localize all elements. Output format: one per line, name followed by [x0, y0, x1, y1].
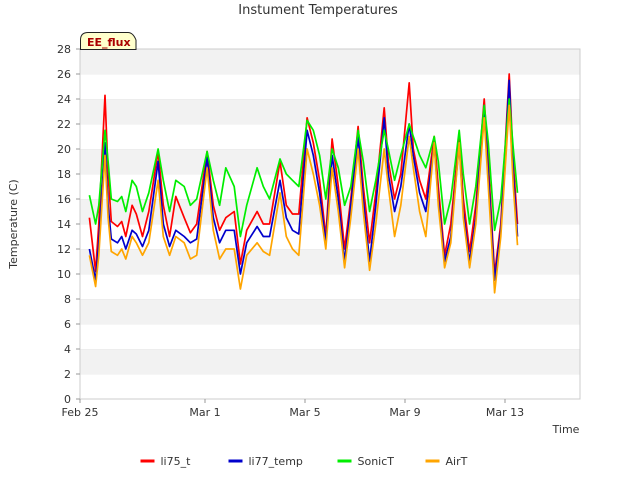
x-tick-label: Mar 1	[189, 406, 220, 419]
series-line-airt	[88, 104, 519, 294]
y-tick-label: 16	[57, 193, 71, 206]
series-lines	[88, 73, 519, 294]
y-tick-label: 2	[64, 368, 71, 381]
grid-band	[80, 324, 580, 349]
legend: li75_t li77_temp SonicT AirT	[140, 455, 468, 468]
y-tick-label: 12	[57, 243, 71, 256]
series-line-li75-t	[88, 73, 519, 275]
grid-band	[80, 124, 580, 149]
grid-band	[80, 274, 580, 299]
x-tick-label: Mar 5	[289, 406, 320, 419]
x-tick-label: Feb 25	[62, 406, 99, 419]
series-line-sonict	[88, 98, 519, 238]
grid-band	[80, 349, 580, 374]
x-tick-label: Mar 9	[389, 406, 420, 419]
y-tick-label: 26	[57, 68, 71, 81]
grid-band	[80, 374, 580, 399]
series-line-li77-temp	[88, 79, 519, 282]
y-tick-label: 8	[64, 293, 71, 306]
grid-band	[80, 249, 580, 274]
legend-label-li75-t: li75_t	[161, 455, 192, 468]
y-tick-label: 20	[57, 143, 71, 156]
y-tick-label: 10	[57, 268, 71, 281]
y-tick-label: 22	[57, 118, 71, 131]
y-tick-label: 28	[57, 43, 71, 56]
y-tick-label: 6	[64, 318, 71, 331]
y-tick-label: 24	[57, 93, 71, 106]
legend-label-airt: AirT	[446, 455, 468, 468]
x-axis: Feb 25 Mar 1 Mar 5 Mar 9 Mar 13	[62, 399, 524, 419]
grid-band	[80, 99, 580, 124]
y-tick-label: 0	[64, 393, 71, 406]
ee-flux-badge: EE_flux	[80, 32, 137, 50]
x-axis-label: Time	[552, 423, 580, 436]
grid-band	[80, 224, 580, 249]
y-tick-label: 4	[64, 343, 71, 356]
x-tick-label: Mar 13	[486, 406, 524, 419]
grid-band	[80, 49, 580, 74]
y-tick-label: 14	[57, 218, 71, 231]
badge-label: EE_flux	[87, 36, 131, 49]
grid-band	[80, 299, 580, 324]
grid-band	[80, 74, 580, 99]
legend-label-li77-temp: li77_temp	[249, 455, 303, 468]
chart-title: Instument Temperatures	[238, 3, 398, 18]
grid-bands	[80, 48, 580, 399]
y-axis-label: Temperature (C)	[7, 179, 20, 269]
y-tick-label: 18	[57, 168, 71, 181]
badge-shape	[80, 32, 137, 50]
legend-label-sonict: SonicT	[358, 455, 395, 468]
